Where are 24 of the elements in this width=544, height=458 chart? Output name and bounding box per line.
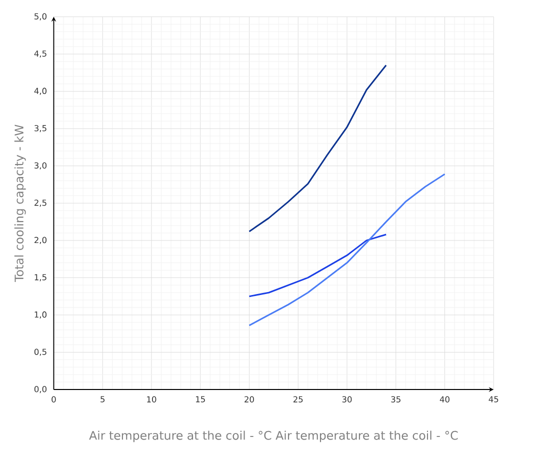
y-tick-label: 0,0 bbox=[34, 386, 46, 393]
x-tick-label: 5 bbox=[100, 396, 105, 402]
x-axis-title: Air temperature at the coil - °C Air temperature at the coil - °C bbox=[89, 430, 458, 442]
y-tick-label: 5,0 bbox=[34, 13, 46, 20]
y-axis-title: Total cooling capacity - kW bbox=[14, 124, 26, 282]
y-tick-label: 3,0 bbox=[34, 162, 46, 170]
x-tick-label: 30 bbox=[342, 396, 352, 402]
y-tick-label: 1,0 bbox=[34, 311, 46, 318]
x-tick-label: 25 bbox=[293, 396, 303, 402]
y-tick-label: 0,5 bbox=[34, 348, 46, 356]
x-tick-label: 15 bbox=[196, 396, 205, 402]
y-tick-label: 4,0 bbox=[34, 88, 46, 95]
line-series bbox=[248, 64, 387, 232]
y-tick-label: 2,0 bbox=[34, 236, 46, 244]
y-tick-label: 1,5 bbox=[34, 274, 46, 282]
x-tick-label: 40 bbox=[440, 396, 450, 402]
y-tick-label: 4,5 bbox=[34, 50, 46, 58]
x-tick-label: 45 bbox=[488, 396, 498, 402]
x-tick-label: 35 bbox=[391, 396, 400, 402]
x-tick-label: 0 bbox=[52, 396, 56, 402]
y-tick-label: 3,5 bbox=[34, 124, 46, 132]
x-tick-label: 10 bbox=[147, 396, 156, 402]
y-tick-label: 2,5 bbox=[34, 199, 46, 207]
x-tick-label: 20 bbox=[244, 396, 254, 402]
